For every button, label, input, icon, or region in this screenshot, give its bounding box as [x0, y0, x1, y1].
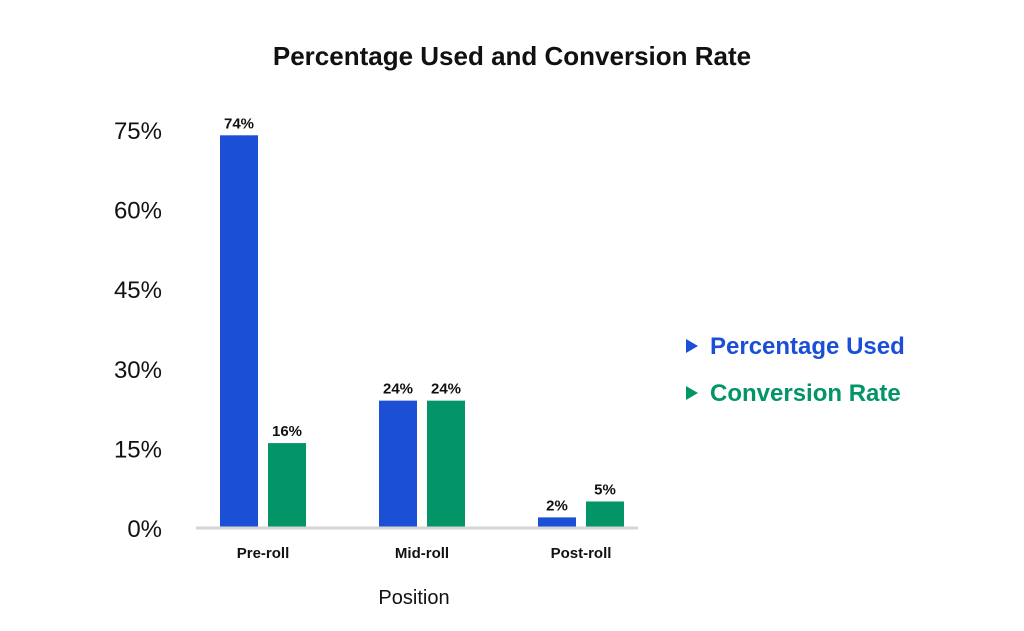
data-label: 2%: [546, 497, 568, 514]
bar-mid-roll-conversion-rate: [427, 400, 465, 528]
bar-pre-roll-percentage-used: [220, 135, 258, 528]
data-label: 24%: [383, 381, 413, 398]
legend-marker-icon: [686, 386, 698, 400]
y-tick-label: 30%: [114, 357, 162, 384]
legend-entry: Conversion Rate: [710, 380, 901, 407]
y-tick-label: 60%: [114, 198, 162, 225]
data-label: 24%: [431, 381, 461, 398]
x-axis-label: Position: [378, 587, 449, 609]
data-label: 5%: [594, 481, 616, 498]
y-tick-label: 0%: [127, 516, 162, 543]
x-tick-label: Pre-roll: [237, 545, 290, 562]
x-axis: Pre-roll Mid-roll Post-roll: [237, 545, 612, 562]
x-tick-label: Post-roll: [551, 545, 612, 562]
legend: Percentage Used Conversion Rate: [686, 333, 905, 407]
bar-pre-roll-conversion-rate: [268, 443, 306, 528]
legend-marker-icon: [686, 339, 698, 353]
data-label: 16%: [272, 423, 302, 440]
bar-post-roll-percentage-used: [538, 517, 576, 528]
bar-post-roll-conversion-rate: [586, 501, 624, 528]
y-tick-label: 75%: [114, 118, 162, 145]
bars: 74% 16% 24% 24% 2% 5%: [220, 115, 624, 528]
data-label: 74%: [224, 115, 254, 132]
legend-entry: Percentage Used: [710, 333, 905, 360]
y-axis: 0% 15% 30% 45% 60% 75%: [114, 118, 162, 543]
chart-title: Percentage Used and Conversion Rate: [273, 41, 751, 71]
y-tick-label: 45%: [114, 277, 162, 304]
x-tick-label: Mid-roll: [395, 545, 449, 562]
bar-mid-roll-percentage-used: [379, 400, 417, 528]
y-tick-label: 15%: [114, 436, 162, 463]
